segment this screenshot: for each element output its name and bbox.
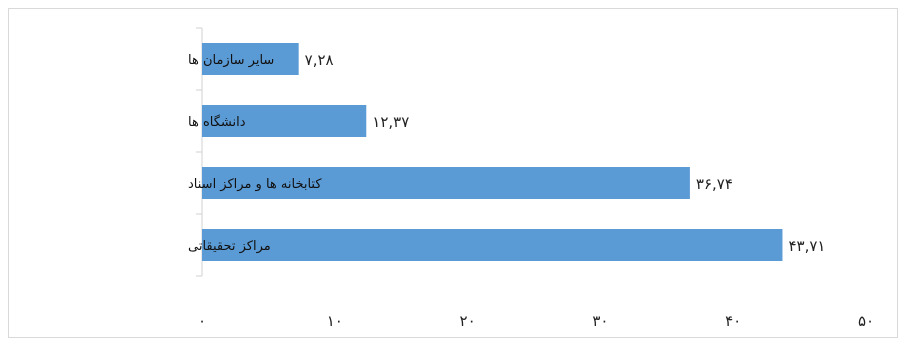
- category-label: سایر سازمان ها: [188, 53, 274, 68]
- bar: [202, 229, 783, 261]
- x-tick-label: ۱۰: [327, 312, 343, 326]
- x-tick-label: ۰: [198, 312, 206, 326]
- bar: [202, 105, 367, 137]
- data-label: ۳۶,۷۴: [696, 175, 733, 193]
- bar: [202, 43, 299, 75]
- bar: [202, 167, 690, 199]
- bar-chart: مراکز تحقیقاتی ۴۳,۷۱ کتابخانه ها و مراکز ا…: [188, 27, 874, 326]
- x-tick-label: ۲۰: [460, 312, 476, 326]
- data-label: ۷,۲۸: [305, 51, 334, 69]
- category-label: دانشگاه ها: [188, 114, 246, 130]
- x-tick-label: ۵۰: [858, 312, 874, 326]
- category-label: مراکز تحقیقاتی: [188, 239, 271, 254]
- x-tick-label: ۴۰: [725, 312, 741, 326]
- category-label: کتابخانه ها و مراکز اسناد: [188, 177, 322, 192]
- x-tick-label: ۳۰: [592, 312, 608, 326]
- data-label: ۱۲,۳۷: [372, 113, 409, 131]
- data-label: ۴۳,۷۱: [788, 237, 825, 255]
